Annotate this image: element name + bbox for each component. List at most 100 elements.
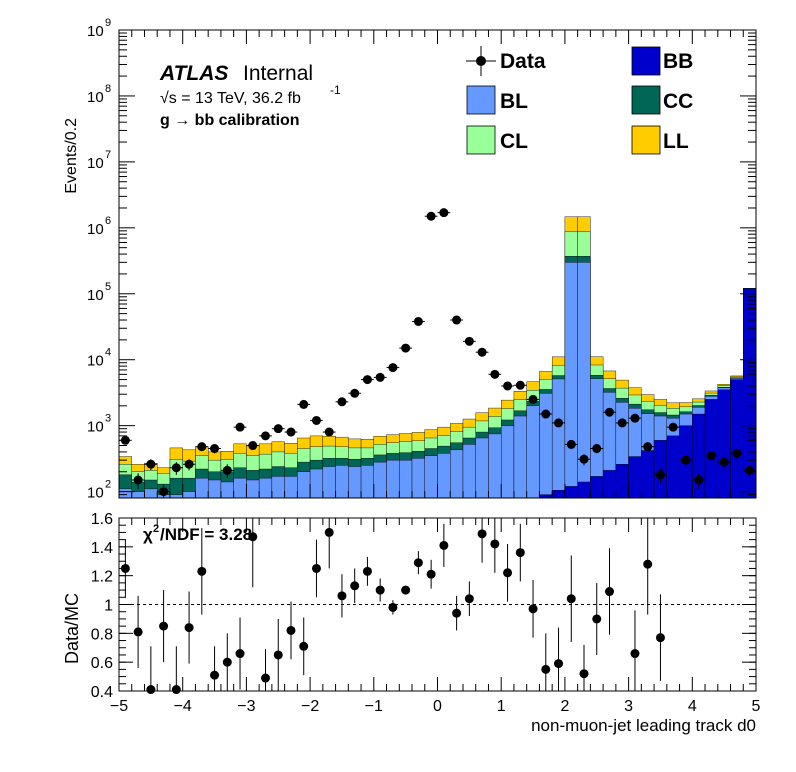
data-point	[235, 422, 245, 432]
data-point	[375, 372, 385, 382]
data-point	[210, 444, 220, 454]
y-tick-label: 10	[87, 23, 104, 40]
hist-bar-bl	[437, 453, 451, 499]
legend-data-marker	[476, 56, 486, 66]
ratio-point	[413, 558, 423, 568]
data-point	[439, 208, 449, 218]
hist-bar-bl	[258, 477, 273, 499]
ratio-point	[146, 685, 156, 695]
legend-label-bb: BB	[663, 50, 693, 73]
data-point	[311, 415, 321, 425]
hist-bar-bl	[118, 488, 132, 499]
hist-bar-bl	[322, 466, 336, 499]
legend-item-cl: CL	[466, 125, 528, 155]
hist-bar-bb	[577, 481, 591, 499]
ratio-point	[133, 627, 143, 637]
y-tick-exponent: 2	[105, 479, 111, 491]
x-axis-ticks-top	[118, 30, 757, 498]
data-point	[413, 316, 423, 326]
ratio-point	[299, 641, 309, 651]
hist-bar-bl	[386, 459, 400, 499]
legend-swatch-bb	[631, 46, 661, 76]
hist-bar-bl	[501, 425, 515, 499]
y-axis-label-top: Events/0.2	[63, 118, 80, 194]
data-point	[706, 451, 716, 461]
ratio-point	[452, 608, 462, 618]
ratio-x-tick-label: 5	[752, 698, 761, 715]
data-point	[350, 388, 360, 398]
hist-bar-bl	[399, 459, 413, 499]
hist-bar-bl	[182, 491, 196, 499]
legend-item-cc: CC	[631, 85, 693, 115]
hist-bar-bl	[360, 465, 374, 499]
hist-bar-bb	[590, 476, 604, 499]
ratio-point	[362, 566, 372, 576]
data-point	[426, 211, 436, 221]
hist-bar-bb	[730, 379, 744, 499]
data-point	[197, 442, 207, 452]
data-point	[464, 336, 474, 346]
hist-bar-bl	[348, 466, 362, 499]
ratio-point	[426, 569, 436, 579]
hist-bar-bl	[131, 491, 145, 499]
ratio-point	[388, 602, 398, 612]
ratio-y-tick-label: 0.4	[91, 684, 113, 701]
hist-bar-bb	[539, 494, 553, 499]
data-point	[286, 427, 296, 437]
data-point	[643, 442, 653, 452]
ratio-point	[324, 527, 334, 537]
ratio-point	[490, 539, 500, 549]
hist-bar-bl	[462, 444, 476, 499]
data-point	[655, 470, 665, 480]
y-tick-exponent: 9	[105, 17, 111, 29]
y-tick-label: 10	[87, 353, 104, 370]
hist-bar-bl	[373, 461, 387, 499]
ratio-point	[171, 685, 181, 695]
hist-bar-bb	[628, 456, 642, 499]
hist-bar-bl	[539, 393, 553, 499]
data-point	[171, 463, 181, 473]
ratio-point	[592, 614, 602, 624]
atlas-label: ATLAS	[159, 62, 228, 85]
legend-label-ll: LL	[663, 130, 689, 153]
y-tick-exponent: 5	[105, 281, 111, 293]
ratio-point	[579, 669, 589, 679]
data-point	[528, 394, 538, 404]
y-tick-exponent: 7	[105, 149, 111, 161]
legend-label-bl: BL	[500, 90, 528, 113]
data-point	[222, 465, 232, 475]
data-point	[719, 457, 729, 467]
data-point	[388, 363, 398, 373]
y-tick-exponent: 8	[105, 83, 111, 95]
data-point	[477, 347, 487, 357]
ratio-y-tick-label: 0.6	[91, 655, 113, 672]
ratio-point	[541, 664, 551, 674]
legend-item-bb: BB	[631, 46, 693, 76]
y-tick-exponent: 4	[105, 347, 111, 359]
data-point	[362, 375, 372, 385]
legend-item-bl: BL	[466, 85, 528, 115]
hist-bar-bl	[207, 479, 222, 499]
y-tick-label: 10	[87, 485, 104, 502]
chi2-sup: 2	[153, 523, 159, 535]
data-point	[337, 397, 347, 407]
hist-bar-bl	[169, 494, 183, 499]
hist-bar-bl	[513, 415, 527, 499]
data-point	[694, 475, 704, 485]
chi2-value: /NDF = 3.28	[160, 525, 252, 544]
legend-label-cc: CC	[663, 90, 693, 113]
ratio-x-axis-label: non-muon-jet leading track d0	[531, 716, 756, 735]
data-point	[324, 427, 334, 437]
data-point	[579, 454, 589, 464]
ratio-point	[197, 566, 207, 576]
ratio-point	[286, 625, 296, 635]
legend-swatch-cl	[466, 125, 496, 155]
ratio-point	[655, 633, 665, 643]
data-point	[401, 343, 411, 353]
ratio-point	[604, 587, 614, 597]
hist-bar-bb	[641, 450, 655, 499]
ratio-point	[235, 649, 245, 659]
hist-bar-bl	[309, 468, 324, 499]
